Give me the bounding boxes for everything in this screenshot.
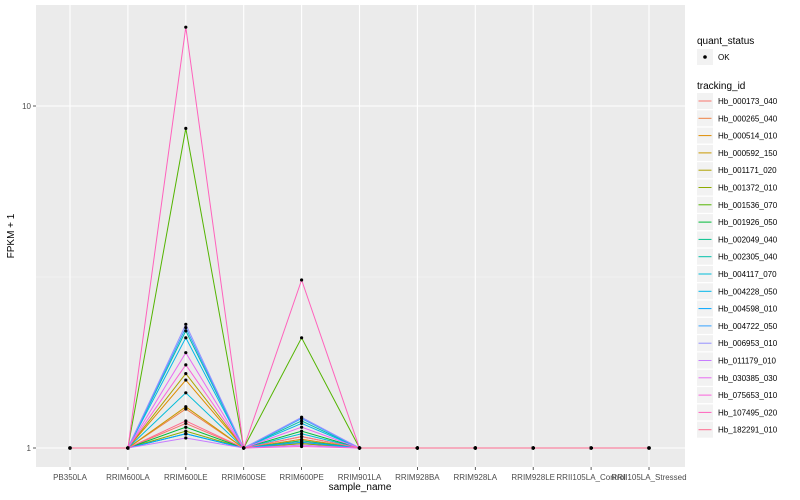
data-point: [531, 446, 535, 450]
legend-label-series: Hb_107495_020: [718, 408, 778, 417]
data-point: [184, 429, 188, 433]
data-point: [184, 405, 188, 409]
legend-label-series: Hb_004598_010: [718, 305, 778, 314]
x-tick-label: RRIM901LA: [338, 473, 382, 482]
legend-label-series: Hb_002305_040: [718, 253, 778, 262]
x-tick-label: RRIM600LE: [164, 473, 208, 482]
x-tick-label: RRIM928LE: [511, 473, 555, 482]
x-tick-label: RRIM928BA: [395, 473, 440, 482]
x-tick-label: PB350LA: [53, 473, 87, 482]
data-point: [184, 436, 188, 440]
data-point: [184, 351, 188, 355]
data-point: [300, 278, 304, 282]
data-point: [184, 425, 188, 429]
x-tick-label: RRIM600SE: [221, 473, 265, 482]
data-point: [184, 25, 188, 29]
legend: quant_status OK tracking_id Hb_000173_04…: [697, 36, 778, 438]
data-point: [184, 325, 188, 330]
data-point: [184, 378, 188, 382]
data-point: [68, 446, 72, 450]
data-point: [184, 126, 188, 131]
legend-label-series: Hb_001372_010: [718, 184, 778, 193]
data-point: [300, 421, 304, 426]
plot-panel: [36, 5, 685, 467]
legend-title-quant-status: quant_status: [697, 36, 754, 47]
legend-point-key: [703, 55, 707, 59]
data-point: [300, 440, 304, 444]
data-point: [300, 429, 304, 433]
data-point: [357, 446, 362, 450]
x-tick-label: RRIM600LA: [106, 473, 150, 482]
data-point: [184, 336, 188, 340]
data-point: [589, 446, 593, 450]
x-tick-label: RRII105LA_Stressed: [611, 473, 686, 482]
data-point: [184, 372, 188, 376]
data-point: [300, 336, 304, 340]
y-axis-title: FPKM + 1: [6, 213, 17, 258]
data-point: [300, 415, 304, 419]
data-point: [184, 391, 188, 395]
x-tick-label: RRII105LA_Control: [556, 473, 626, 482]
data-point: [184, 329, 188, 333]
x-tick-label: RRIM600PE: [279, 473, 323, 482]
data-point: [184, 322, 188, 326]
legend-label-series: Hb_001171_020: [718, 166, 777, 175]
data-point: [184, 363, 188, 367]
legend-label-series: Hb_011179_010: [718, 357, 777, 366]
legend-label-series: Hb_000592_150: [718, 149, 778, 158]
legend-label-series: Hb_000265_040: [718, 114, 778, 123]
legend-label-series: Hb_000514_010: [718, 132, 778, 141]
legend-label-series: Hb_001926_050: [718, 218, 778, 227]
data-point: [184, 432, 188, 436]
x-tick-label: RRIM928LA: [454, 473, 498, 482]
legend-label-series: Hb_182291_010: [718, 426, 778, 435]
data-point: [300, 444, 304, 449]
data-point: [184, 419, 188, 423]
data-point: [300, 419, 304, 423]
x-axis-title: sample_name: [329, 482, 392, 493]
data-point: [415, 446, 419, 450]
y-tick-label: 10: [22, 102, 31, 111]
legend-label-series: Hb_004228_050: [718, 287, 778, 296]
y-tick-label: 1: [27, 444, 32, 453]
legend-label-quant-status: OK: [718, 53, 730, 62]
legend-label-series: Hb_006953_010: [718, 339, 778, 348]
data-point: [184, 421, 188, 426]
data-point: [126, 446, 130, 450]
legend-label-series: Hb_001536_070: [718, 201, 778, 210]
legend-label-series: Hb_030385_030: [718, 374, 778, 383]
data-point: [300, 434, 304, 439]
legend-label-series: Hb_075653_010: [718, 391, 778, 400]
data-point: [300, 425, 304, 429]
legend-label-series: Hb_004722_050: [718, 322, 778, 331]
data-point: [184, 407, 188, 411]
data-point: [647, 446, 651, 450]
legend-title-tracking-id: tracking_id: [697, 81, 745, 92]
legend-label-series: Hb_004117_070: [718, 270, 777, 279]
data-point: [242, 446, 246, 450]
data-point: [473, 446, 477, 450]
data-point: [300, 432, 304, 436]
legend-label-series: Hb_000173_040: [718, 97, 778, 106]
legend-label-series: Hb_002049_040: [718, 235, 778, 244]
